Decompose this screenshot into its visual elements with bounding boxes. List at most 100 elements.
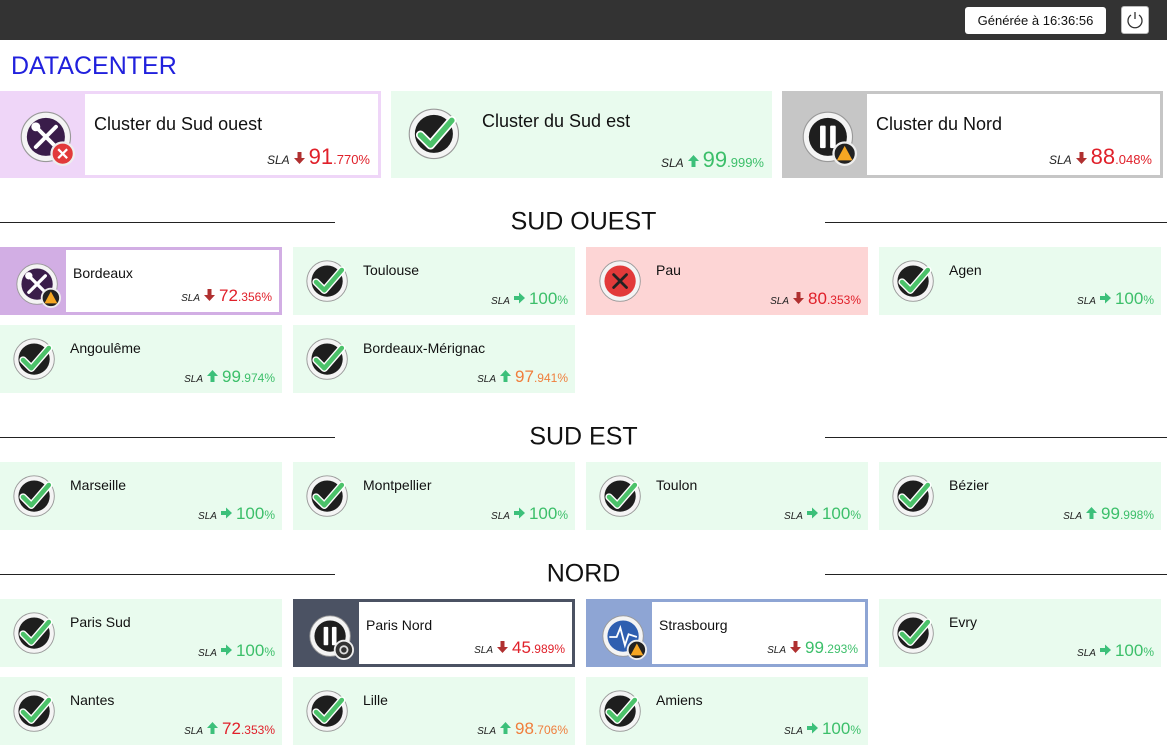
- site-card: Marseille SLA 100%: [0, 462, 282, 530]
- divider: [0, 437, 335, 438]
- trend-arrow: [207, 370, 219, 382]
- site-name: Evry: [949, 614, 977, 630]
- status-icon: [602, 615, 647, 660]
- trend-arrow: [806, 722, 818, 734]
- site-name: Marseille: [70, 477, 127, 493]
- status-icon: [13, 475, 55, 517]
- sla: SLA 100%: [491, 289, 568, 309]
- sla-label: SLA: [1077, 296, 1096, 307]
- arrow-shape: [806, 507, 818, 519]
- trend-arrow: [500, 370, 512, 382]
- status-icon: [306, 338, 348, 380]
- status-icon: [306, 260, 348, 302]
- site-grid: Bordeaux SLA 72.356% Toulouse SLA 100% Pau SLA 8…: [0, 247, 1167, 393]
- site-card: Pau SLA 80.353%: [586, 247, 868, 315]
- badge-warning: [836, 145, 853, 161]
- trend-arrow: [1086, 507, 1098, 519]
- sla-value: 100%: [528, 289, 568, 308]
- power-arc: [1127, 14, 1143, 29]
- site-name: Bordeaux: [73, 265, 133, 281]
- trend-arrow: [806, 507, 818, 519]
- arrow-shape: [207, 722, 219, 734]
- trend-arrow: [1099, 644, 1111, 656]
- sla-value: 72.356%: [219, 286, 272, 305]
- site-name: Toulouse: [363, 262, 420, 278]
- site-name: Angoulême: [70, 340, 141, 356]
- sla-value: 100%: [821, 719, 861, 738]
- status-icon: [16, 263, 61, 308]
- tools: [27, 274, 47, 294]
- status-icon: [13, 338, 55, 380]
- sla-value: 99.974%: [222, 367, 275, 386]
- sla-label: SLA: [767, 645, 787, 656]
- clusters: Cluster du Sud ouest SLA 91.770% Cluster du…: [0, 91, 1167, 178]
- cluster-name: Cluster du Sud est: [482, 111, 631, 131]
- status-icon: [13, 612, 55, 654]
- sla-value: 99.293%: [805, 638, 858, 657]
- site-name: Agen: [949, 262, 982, 278]
- divider: [0, 222, 335, 223]
- divider: [825, 222, 1167, 223]
- check: [313, 345, 345, 371]
- sla-label: SLA: [660, 156, 684, 170]
- status-icon: [599, 690, 641, 732]
- tools: [33, 124, 58, 149]
- site-name: Lille: [363, 692, 388, 708]
- check: [313, 482, 345, 508]
- pause-bar: [323, 626, 329, 646]
- site-name: Paris Nord: [366, 617, 433, 633]
- check: [899, 619, 931, 645]
- site-card: Bézier SLA 99.998%: [879, 462, 1161, 530]
- sections: SUD OUEST Bordeaux SLA 72.356% Toulouse SLA 10…: [0, 178, 1167, 745]
- section-header: SUD OUEST: [0, 178, 1167, 247]
- sla: SLA 88.048%: [1049, 144, 1152, 170]
- check: [606, 697, 638, 723]
- arrow-shape: [790, 641, 802, 653]
- arrow-shape: [220, 644, 232, 656]
- sla-label: SLA: [491, 296, 510, 307]
- status-icon: [892, 475, 934, 517]
- trend-arrow: [207, 722, 219, 734]
- cluster-card: Cluster du Sud ouest SLA 91.770%: [0, 91, 381, 178]
- tool-head: [25, 272, 33, 280]
- sla-value: 100%: [1114, 641, 1154, 660]
- arrow-shape: [1099, 292, 1111, 304]
- status-icon: [802, 111, 857, 166]
- trend-arrow: [204, 289, 216, 301]
- sla-label: SLA: [477, 374, 497, 385]
- arrow-shape: [293, 152, 305, 164]
- badge-cross: [57, 148, 68, 159]
- trend-arrow: [220, 644, 232, 656]
- sla-label: SLA: [184, 374, 204, 385]
- site-name: Toulon: [656, 477, 698, 493]
- sla: SLA 99.999%: [661, 147, 764, 173]
- cluster-card: Cluster du Sud est SLA 99.999%: [391, 91, 772, 178]
- status-icon: [599, 260, 641, 302]
- wave: [609, 624, 638, 649]
- divider: [825, 574, 1167, 575]
- trend-arrow: [1099, 292, 1111, 304]
- site-name: Amiens: [656, 692, 703, 708]
- check: [606, 482, 638, 508]
- section-title: NORD: [546, 559, 621, 588]
- status-icon: [892, 612, 934, 654]
- check: [20, 345, 52, 371]
- check: [20, 619, 52, 645]
- sla-value: 100%: [235, 504, 275, 523]
- pause-bar: [331, 626, 337, 646]
- site-card: Angoulême SLA 99.974%: [0, 325, 282, 393]
- sla-value: 100%: [235, 641, 275, 660]
- status-icon: [408, 108, 460, 160]
- section-header: SUD EST: [0, 393, 1167, 462]
- sla-value: 98.706%: [515, 719, 568, 738]
- power-button[interactable]: [1121, 6, 1149, 34]
- sla-label: SLA: [266, 153, 290, 167]
- sla-value: 99.999%: [702, 147, 764, 172]
- check: [899, 482, 931, 508]
- trend-arrow: [1075, 152, 1087, 164]
- trend-arrow: [500, 722, 512, 734]
- sla: SLA 99.293%: [767, 638, 858, 658]
- generated-button[interactable]: Générée à 16:36:56: [965, 7, 1106, 34]
- trend-arrow: [497, 641, 509, 653]
- sla-label: SLA: [784, 726, 803, 737]
